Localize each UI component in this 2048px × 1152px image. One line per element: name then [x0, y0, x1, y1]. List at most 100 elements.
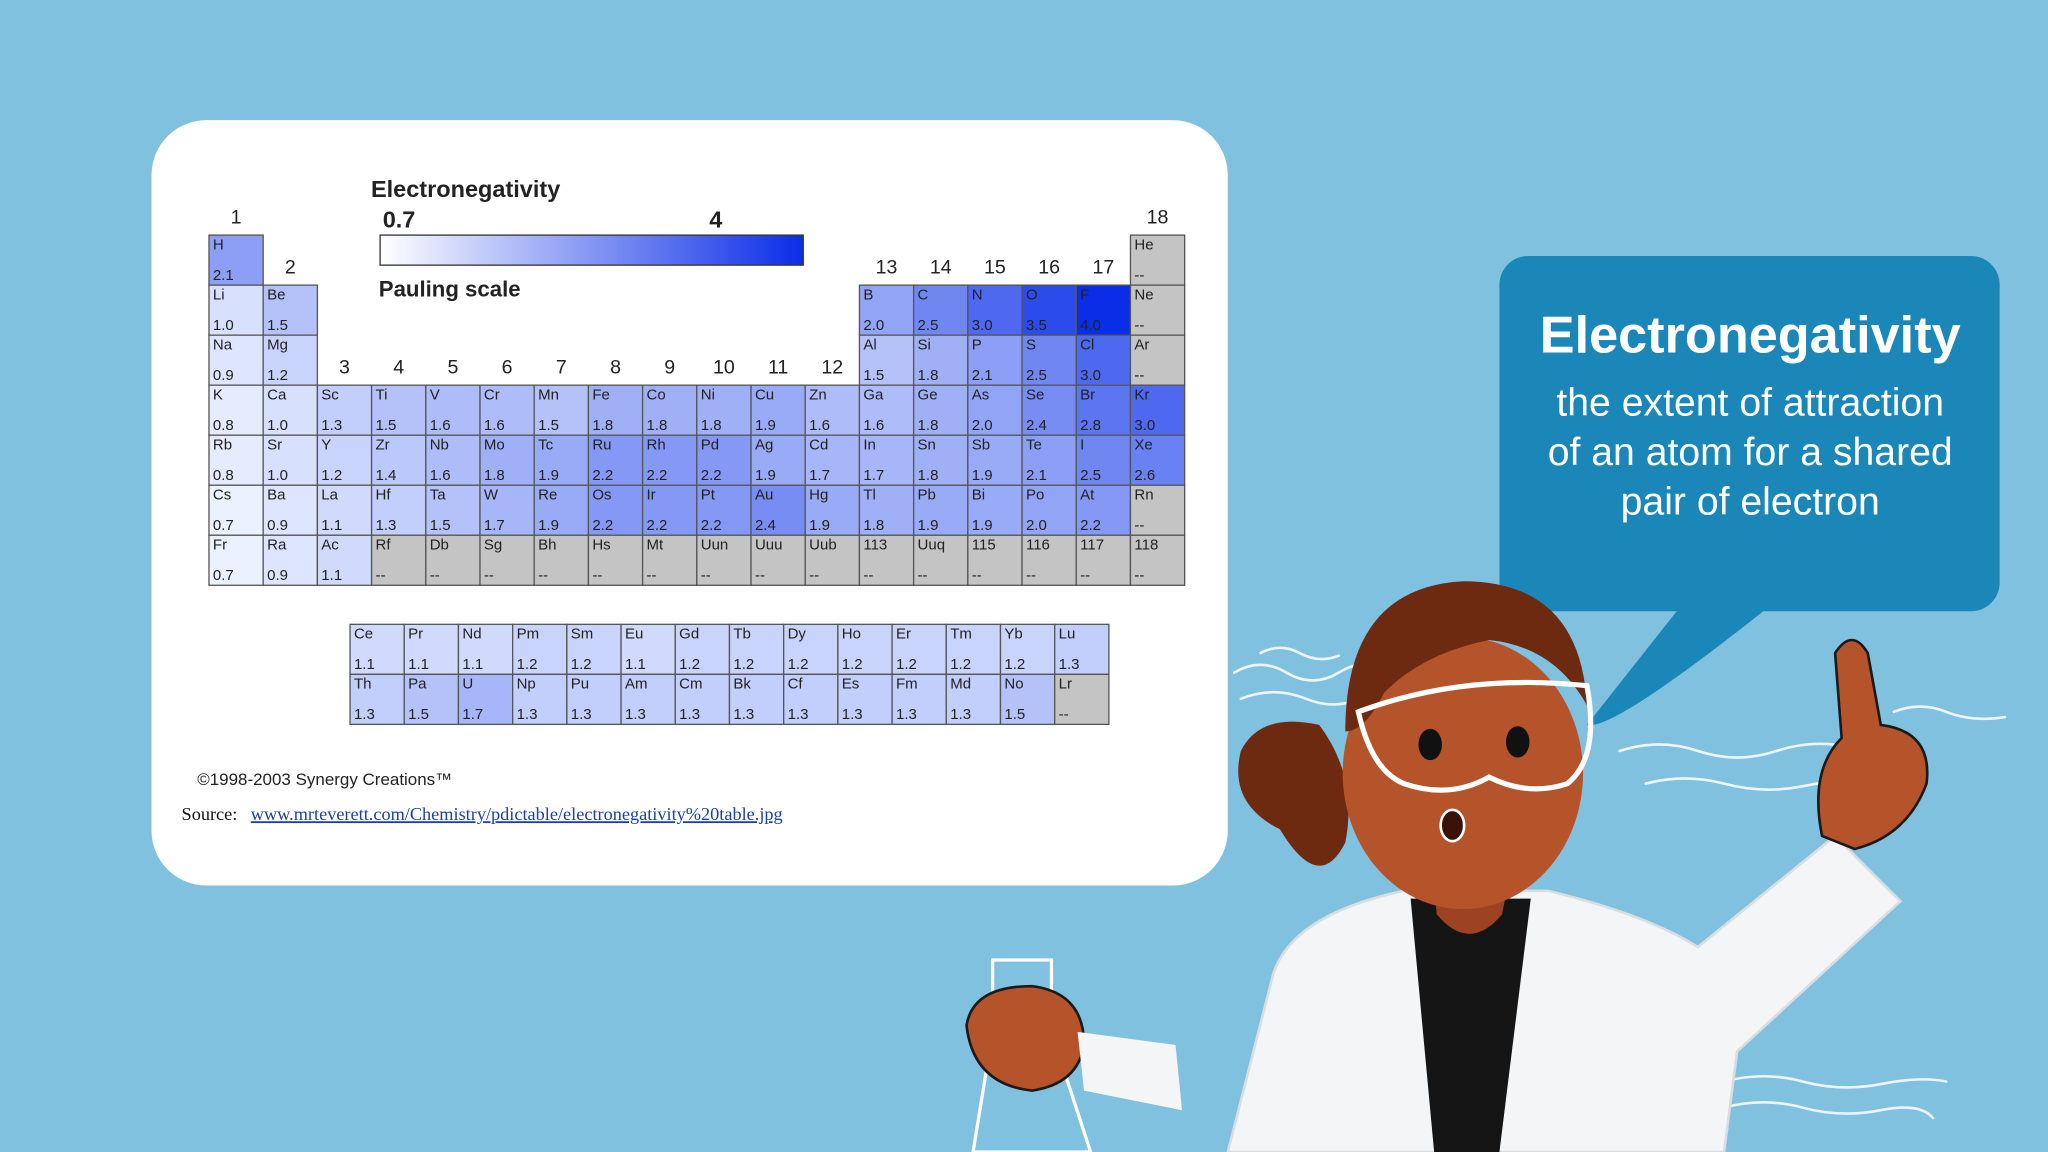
element-value: -- — [592, 567, 602, 584]
element-value: 3.5 — [1026, 317, 1047, 334]
element-value: 1.9 — [538, 467, 559, 484]
element-cell — [511, 673, 568, 726]
element-symbol: Ho — [842, 626, 861, 643]
element-value: 1.2 — [571, 656, 592, 673]
element-value: 2.2 — [647, 467, 668, 484]
source-link[interactable]: www.mrteverett.com/Chemistry/pdictable/e… — [251, 804, 783, 824]
element-cell — [533, 384, 590, 436]
element-symbol: Pu — [571, 676, 589, 693]
group-label: 11 — [768, 356, 788, 378]
element-symbol: No — [1004, 676, 1023, 693]
element-value: 1.7 — [484, 517, 505, 534]
element-value: 1.5 — [408, 706, 429, 723]
element-symbol: Yb — [1004, 626, 1022, 643]
bubble-body — [1499, 256, 2000, 612]
element-value: 1.1 — [354, 656, 375, 673]
element-cell — [587, 534, 644, 586]
element-value: 0.9 — [267, 567, 288, 584]
element-value: 1.9 — [755, 467, 776, 484]
element-value: 1.8 — [918, 417, 939, 434]
element-cell — [999, 623, 1056, 676]
element-value: -- — [538, 567, 548, 584]
element-cell — [696, 534, 752, 586]
element-value: -- — [376, 567, 386, 584]
element-symbol: Y — [321, 437, 331, 454]
element-cell — [967, 534, 1023, 586]
element-cell — [479, 534, 535, 586]
element-value: 1.3 — [571, 706, 592, 723]
element-symbol: Ta — [430, 487, 447, 504]
element-symbol: Nb — [430, 437, 449, 454]
element-symbol: Ne — [1134, 286, 1153, 303]
element-value: 1.9 — [972, 517, 993, 534]
element-symbol: B — [863, 286, 873, 303]
element-value: 2.5 — [1080, 467, 1101, 484]
element-value: 2.2 — [701, 517, 722, 534]
source-label: Source: — [182, 804, 238, 824]
element-symbol: 117 — [1080, 537, 1104, 554]
element-cell — [511, 623, 568, 676]
element-symbol: 115 — [972, 537, 996, 554]
shirt — [1410, 898, 1531, 1152]
element-symbol: Sn — [918, 437, 936, 454]
element-symbol: Sr — [267, 437, 282, 454]
element-symbol: Rb — [213, 437, 232, 454]
group-label: 1 — [231, 206, 242, 228]
element-value: 2.2 — [1080, 517, 1101, 534]
element-value: 2.1 — [1026, 467, 1047, 484]
element-value: 1.1 — [321, 517, 342, 534]
element-cell — [750, 534, 806, 586]
element-value: 1.9 — [538, 517, 559, 534]
element-value: 1.8 — [918, 467, 939, 484]
element-symbol: He — [1134, 236, 1153, 253]
element-symbol: Xe — [1134, 437, 1152, 454]
element-value: 1.4 — [376, 467, 397, 484]
element-value: 1.2 — [517, 656, 538, 673]
element-symbol: Er — [896, 626, 911, 643]
element-cell — [425, 484, 481, 536]
element-cell — [804, 434, 861, 486]
element-cell — [1075, 484, 1132, 536]
element-value: 2.4 — [755, 517, 776, 534]
element-symbol: Pr — [408, 626, 423, 643]
element-value: -- — [918, 567, 928, 584]
element-cell — [620, 673, 676, 726]
element-symbol: Si — [918, 337, 931, 354]
element-cell — [858, 384, 915, 436]
element-symbol: Cm — [679, 676, 702, 693]
element-cell — [208, 334, 264, 386]
element-symbol: Ni — [701, 387, 715, 404]
element-symbol: Lr — [1059, 676, 1072, 693]
element-symbol: P — [972, 337, 982, 354]
element-value: 1.2 — [267, 367, 288, 384]
element-cell — [457, 623, 514, 676]
element-symbol: Fe — [592, 387, 610, 404]
element-value: 1.0 — [267, 417, 288, 434]
element-symbol: W — [484, 487, 499, 504]
element-symbol: U — [462, 676, 473, 693]
element-symbol: Uub — [809, 537, 837, 554]
element-cell — [804, 484, 861, 536]
element-symbol: I — [1080, 437, 1084, 454]
element-cell — [403, 623, 460, 676]
element-cell — [208, 534, 264, 586]
element-symbol: Fm — [896, 676, 918, 693]
squiggle — [1259, 646, 1341, 661]
legend-scale: Pauling scale — [379, 276, 521, 301]
element-symbol: Hs — [592, 537, 610, 554]
element-value: -- — [1080, 567, 1090, 584]
element-symbol: Db — [430, 537, 449, 554]
element-value: 1.8 — [918, 367, 939, 384]
element-value: 1.3 — [625, 706, 646, 723]
raised-hand — [1817, 638, 1929, 851]
element-symbol: Br — [1080, 387, 1095, 404]
element-symbol: V — [430, 387, 440, 404]
element-symbol: Ar — [1134, 337, 1149, 354]
element-symbol: Tl — [863, 487, 876, 504]
element-value: 2.2 — [592, 467, 613, 484]
element-symbol: Rf — [376, 537, 392, 554]
element-value: 2.6 — [1134, 467, 1155, 484]
element-symbol: Cr — [484, 387, 500, 404]
element-symbol: Ra — [267, 537, 287, 554]
element-symbol: Te — [1026, 437, 1042, 454]
